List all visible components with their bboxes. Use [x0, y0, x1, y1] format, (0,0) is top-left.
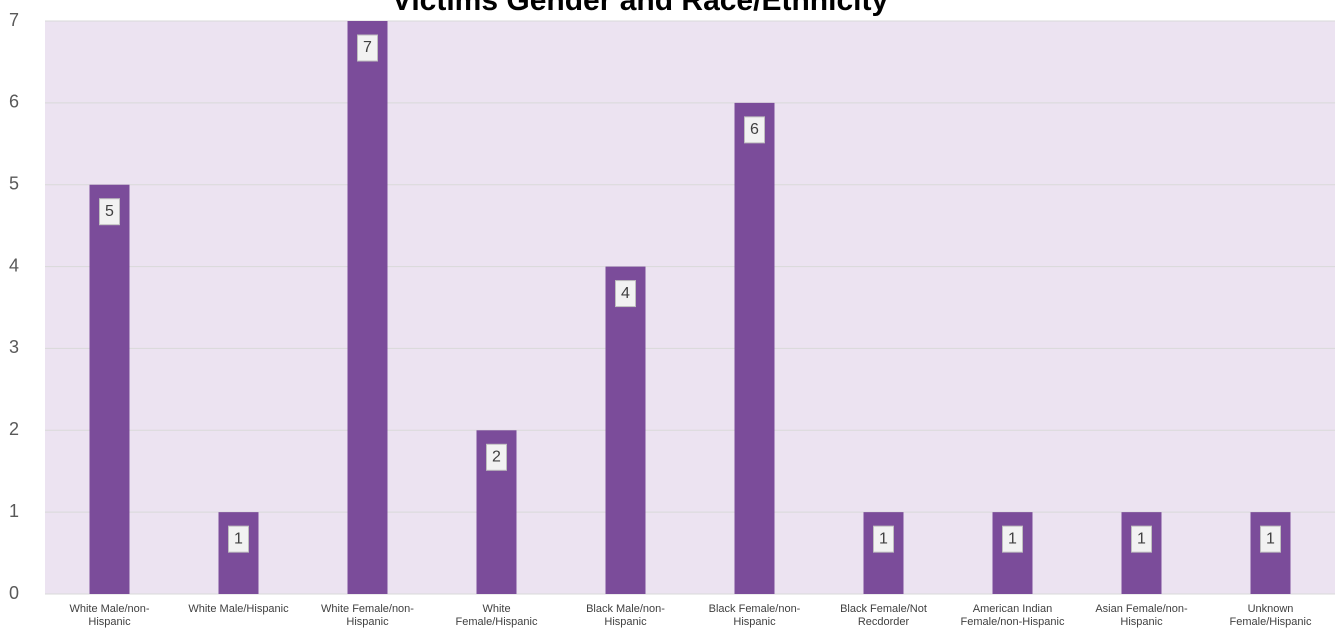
value-label-box [1260, 525, 1281, 553]
plot-area [45, 21, 1335, 594]
value-label: 4 [621, 285, 630, 302]
value-label-box [615, 280, 636, 308]
value-label: 1 [879, 530, 888, 547]
value-label: 1 [234, 530, 243, 547]
x-tick-label: Black Female/Not Recdorder [840, 603, 927, 628]
x-tick-label: Black Female/non-Hispanic [708, 603, 801, 628]
chart-title: Victims Gender and Race/Ethnicity [392, 0, 889, 17]
bar [1250, 512, 1291, 594]
x-tick-label: White Female/non-Hispanic [321, 603, 414, 628]
bar [992, 512, 1033, 594]
value-label-box [744, 116, 765, 144]
bar [1121, 512, 1162, 594]
value-label: 7 [363, 39, 372, 56]
y-tick-label: 7 [9, 10, 19, 30]
value-label: 1 [1008, 530, 1017, 547]
bar [734, 102, 775, 594]
y-tick-label: 2 [9, 419, 19, 439]
y-tick-label: 6 [9, 92, 19, 112]
x-tick-label: Black Male/non-Hispanic [586, 603, 665, 628]
value-label-box [99, 198, 120, 226]
bar [863, 512, 904, 594]
value-label: 1 [1266, 530, 1275, 547]
bar [89, 184, 130, 594]
value-label: 1 [1137, 530, 1146, 547]
y-tick-label: 0 [9, 583, 19, 603]
x-tick-label: White Male/Hispanic [188, 603, 289, 615]
x-tick-label: American Indian Female/non-Hispanic [960, 603, 1065, 628]
bar [347, 21, 388, 594]
y-tick-label: 3 [9, 337, 19, 357]
value-label-box [357, 34, 378, 62]
x-tick-label: White Male/non-Hispanic [69, 603, 150, 628]
value-label-box [228, 525, 249, 553]
value-label: 5 [105, 203, 114, 220]
x-tick-label: Unknown Female/Hispanic [1229, 603, 1312, 628]
x-tick-label: Asian Female/non-Hispanic [1095, 603, 1188, 628]
value-label-box [1131, 525, 1152, 553]
bar [605, 266, 646, 594]
value-label: 2 [492, 449, 501, 466]
value-label: 6 [750, 121, 759, 138]
y-tick-label: 4 [9, 255, 19, 275]
y-tick-label: 1 [9, 501, 19, 521]
x-tick-label: White Female/Hispanic [455, 603, 538, 628]
value-label-box [873, 525, 894, 553]
value-label-box [1002, 525, 1023, 553]
value-label-box [486, 443, 507, 471]
y-tick-label: 5 [9, 173, 19, 193]
bar [218, 512, 259, 594]
